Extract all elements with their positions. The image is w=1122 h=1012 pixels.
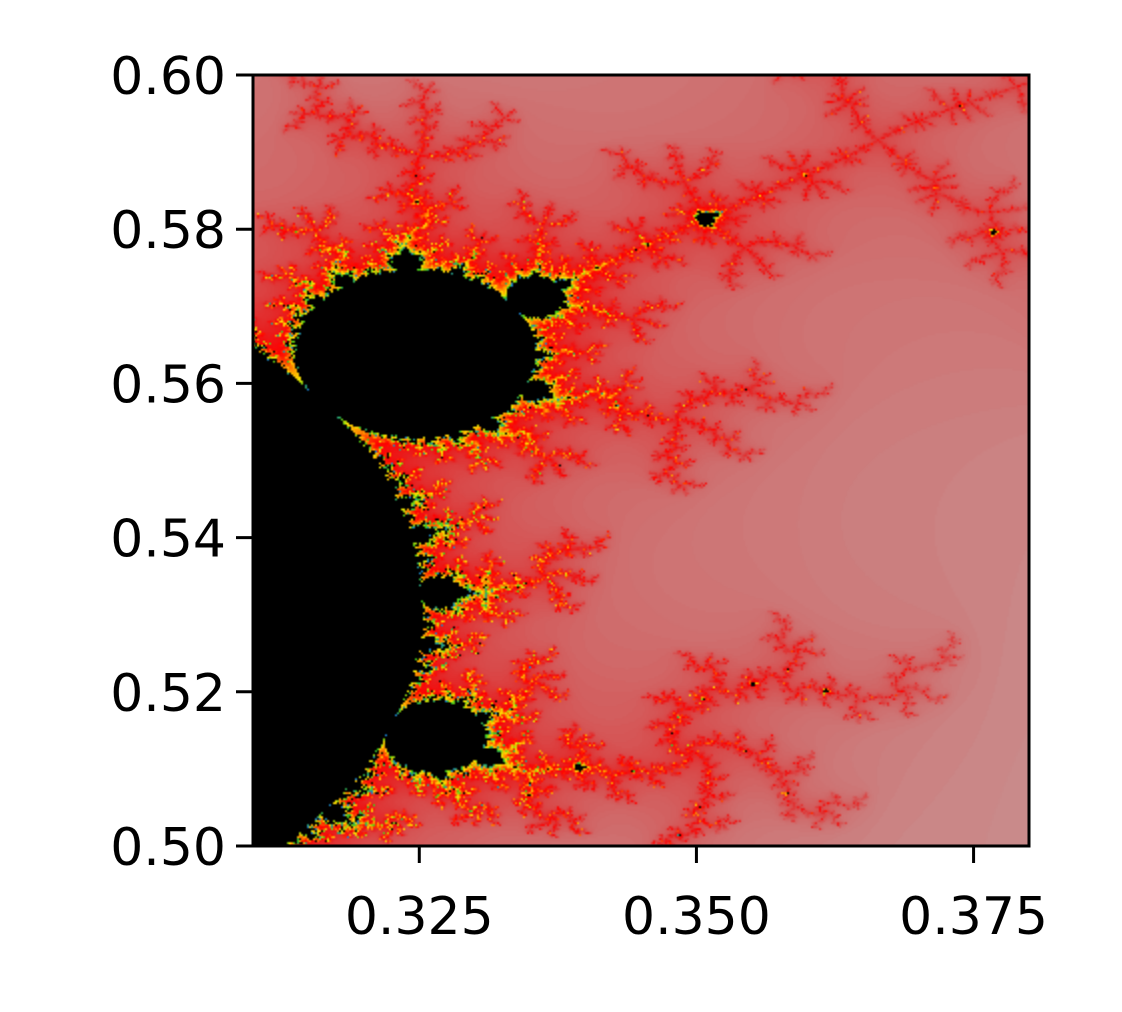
y-tick-label: 0.58 xyxy=(110,201,226,261)
y-tick-label: 0.56 xyxy=(110,355,226,415)
x-tick-label: 0.350 xyxy=(622,887,771,947)
y-tick-label: 0.50 xyxy=(110,818,226,878)
fractal-heatmap xyxy=(253,75,1029,846)
y-tick-label: 0.52 xyxy=(110,664,226,724)
axes-frame xyxy=(251,73,1031,848)
x-tick-label: 0.375 xyxy=(899,887,1048,947)
x-axis: 0.325 0.350 0.375 xyxy=(345,846,1048,947)
y-axis: 0.60 0.58 0.56 0.54 0.52 0.50 xyxy=(110,47,253,878)
y-tick-label: 0.54 xyxy=(110,510,226,570)
y-tick-label: 0.60 xyxy=(110,47,226,107)
plot-area xyxy=(253,75,1029,846)
x-tick-label: 0.325 xyxy=(345,887,494,947)
